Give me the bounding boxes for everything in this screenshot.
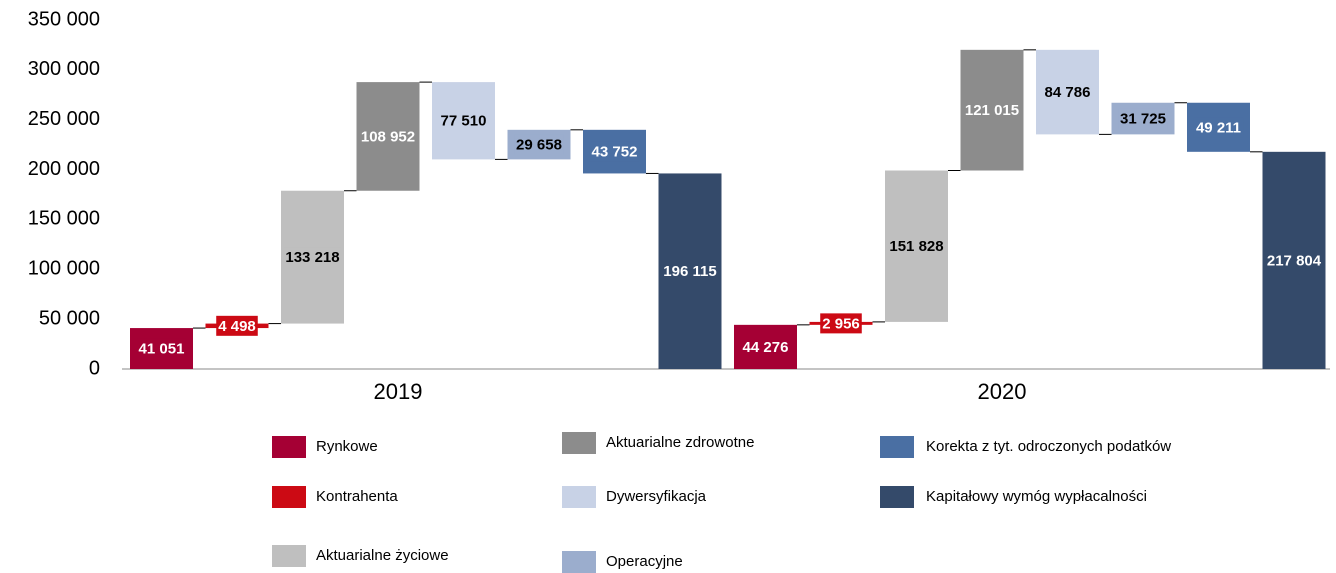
value-label-box bbox=[1193, 117, 1244, 138]
y-tick-label: 300 000 bbox=[28, 58, 100, 80]
y-tick-label: 200 000 bbox=[28, 158, 100, 180]
group-label: 2019 bbox=[374, 379, 423, 404]
value-label-box bbox=[661, 261, 719, 282]
legend-label: Rynkowe bbox=[316, 438, 378, 455]
value-label: 49 211 bbox=[1196, 119, 1241, 136]
legend-swatch bbox=[272, 545, 306, 567]
value-label: 4 498 bbox=[218, 318, 256, 335]
value-label: 41 051 bbox=[139, 341, 185, 358]
value-label: 84 786 bbox=[1045, 84, 1091, 101]
legend-swatch bbox=[880, 436, 914, 458]
y-tick-label: 250 000 bbox=[28, 108, 100, 130]
y-tick-label: 0 bbox=[89, 357, 100, 379]
value-label-box bbox=[740, 336, 791, 357]
value-label-box bbox=[438, 110, 489, 131]
legend-swatch bbox=[272, 436, 306, 458]
y-tick-label: 150 000 bbox=[28, 208, 100, 230]
value-label: 108 952 bbox=[361, 128, 415, 145]
value-label: 217 804 bbox=[1267, 252, 1322, 269]
value-label-box bbox=[820, 313, 862, 334]
value-label-box bbox=[1042, 82, 1093, 103]
legend-label: Aktuarialne życiowe bbox=[316, 547, 449, 564]
value-label-box bbox=[1118, 108, 1168, 129]
value-label-box bbox=[216, 315, 258, 336]
value-label-box bbox=[283, 247, 342, 268]
legend-swatch bbox=[562, 432, 596, 454]
value-label: 2 956 bbox=[822, 315, 860, 332]
value-label-box bbox=[1264, 250, 1324, 271]
legend-label: Kontrahenta bbox=[316, 488, 398, 505]
value-label: 43 752 bbox=[592, 144, 638, 161]
legend-label: Operacyjne bbox=[606, 553, 683, 570]
value-label-box bbox=[358, 126, 418, 147]
legend-swatch bbox=[562, 486, 596, 508]
legend-label: Kapitałowy wymóg wypłacalności bbox=[926, 488, 1147, 505]
value-label-box bbox=[589, 141, 640, 162]
legend-swatch bbox=[880, 486, 914, 508]
value-label: 133 218 bbox=[285, 249, 339, 266]
legend-swatch bbox=[562, 551, 596, 573]
value-label: 31 725 bbox=[1120, 111, 1166, 128]
value-label-box bbox=[962, 100, 1022, 121]
group-label: 2020 bbox=[978, 379, 1027, 404]
value-label: 196 115 bbox=[663, 263, 716, 280]
value-label: 121 015 bbox=[965, 102, 1019, 119]
value-label: 44 276 bbox=[743, 339, 789, 356]
value-label: 29 658 bbox=[516, 137, 562, 154]
legend-label: Aktuarialne zdrowotne bbox=[606, 434, 754, 451]
value-label-box bbox=[514, 134, 564, 155]
y-tick-label: 350 000 bbox=[28, 8, 100, 30]
legend-label: Korekta z tyt. odroczonych podatków bbox=[926, 438, 1171, 455]
value-label-box bbox=[887, 236, 946, 257]
legend-label: Dywersyfikacja bbox=[606, 488, 707, 505]
value-label-box bbox=[136, 338, 187, 359]
y-tick-label: 50 000 bbox=[39, 307, 100, 329]
value-label: 77 510 bbox=[441, 113, 487, 130]
value-label: 151 828 bbox=[889, 238, 943, 255]
y-tick-label: 100 000 bbox=[28, 258, 100, 280]
legend-swatch bbox=[272, 486, 306, 508]
